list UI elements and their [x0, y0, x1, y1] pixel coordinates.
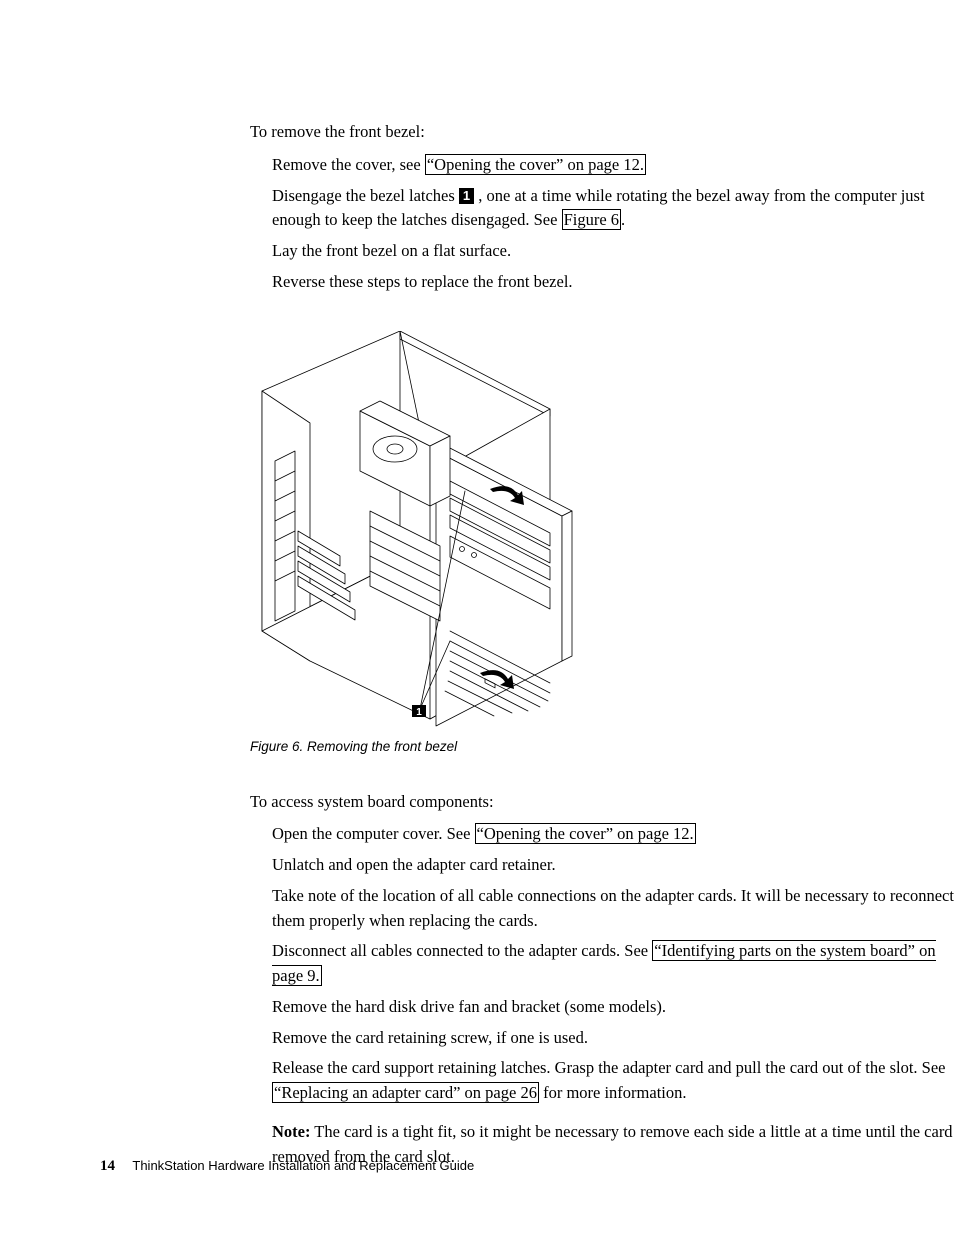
link-replacing-adapter[interactable]: “Replacing an adapter card” on page 26 [272, 1082, 539, 1103]
fb-step-4: Reverse these steps to replace the front… [272, 270, 954, 295]
system-board-steps: Open the computer cover. See “Opening th… [250, 822, 954, 1106]
fb-step-1-text: Remove the cover, see [272, 155, 425, 174]
sb-step-4-pre: Disconnect all cables connected to the a… [272, 941, 652, 960]
fb-step-2-post: . [621, 210, 625, 229]
note-label: Note: [272, 1122, 310, 1141]
sb-step-3: Take note of the location of all cable c… [272, 884, 954, 934]
tower-svg: 1 [250, 331, 580, 731]
fb-step-2-pre: Disengage the bezel latches [272, 186, 459, 205]
sb-step-4: Disconnect all cables connected to the a… [272, 939, 954, 989]
sb-step-7-pre: Release the card support retaining latch… [272, 1058, 946, 1077]
link-opening-cover-2[interactable]: “Opening the cover” on page 12. [475, 823, 696, 844]
link-opening-cover-1[interactable]: “Opening the cover” on page 12. [425, 154, 646, 175]
front-bezel-intro: To remove the front bezel: [250, 120, 954, 145]
content-column: To remove the front bezel: Remove the co… [250, 120, 954, 1169]
computer-tower-diagram: 1 [250, 331, 580, 731]
sb-step-5: Remove the hard disk drive fan and brack… [272, 995, 954, 1020]
figure-6-caption: Figure 6. Removing the front bezel [250, 739, 954, 754]
fb-step-2: Disengage the bezel latches 1 , one at a… [272, 184, 954, 234]
fb-step-3: Lay the front bezel on a flat surface. [272, 239, 954, 264]
sb-step-2: Unlatch and open the adapter card retain… [272, 853, 954, 878]
page-footer: 14 ThinkStation Hardware Installation an… [100, 1158, 474, 1175]
front-bezel-steps: Remove the cover, see “Opening the cover… [250, 153, 954, 295]
sb-step-7-post: for more information. [539, 1083, 687, 1102]
figure-callout-label: 1 [416, 707, 422, 718]
callout-1-icon: 1 [459, 188, 474, 204]
link-figure-6[interactable]: Figure 6 [562, 209, 621, 230]
figure-6: 1 Figure 6. Removing the front bezel [250, 331, 954, 754]
system-board-intro: To access system board components: [250, 790, 954, 815]
footer-title: ThinkStation Hardware Installation and R… [132, 1158, 474, 1173]
page: To remove the front bezel: Remove the co… [0, 0, 954, 1235]
fb-step-1: Remove the cover, see “Opening the cover… [272, 153, 954, 178]
sb-step-1-pre: Open the computer cover. See [272, 824, 475, 843]
page-number: 14 [100, 1158, 115, 1174]
sb-step-6: Remove the card retaining screw, if one … [272, 1026, 954, 1051]
sb-step-1: Open the computer cover. See “Opening th… [272, 822, 954, 847]
sb-step-7: Release the card support retaining latch… [272, 1056, 954, 1106]
